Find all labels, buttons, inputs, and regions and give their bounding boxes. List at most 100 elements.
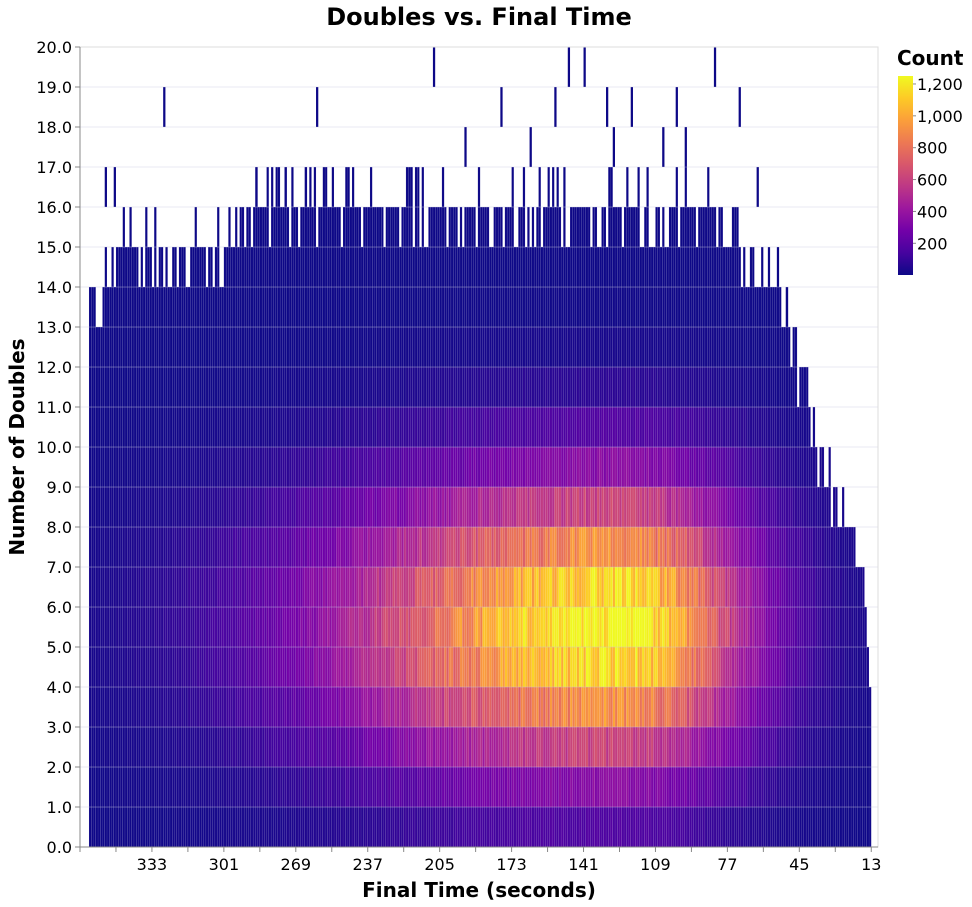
heat-cell	[180, 406, 184, 448]
heat-cell	[313, 766, 317, 808]
heat-cell	[563, 806, 566, 848]
heat-cell	[509, 646, 512, 688]
heat-cell	[124, 606, 128, 648]
heat-cell	[459, 406, 463, 448]
heat-cell	[473, 406, 476, 448]
heat-cell	[291, 766, 294, 808]
heat-cell	[259, 606, 263, 648]
heat-cell	[306, 726, 310, 768]
heat-cell	[664, 646, 667, 688]
heat-cell	[518, 526, 521, 568]
heat-cell	[120, 806, 123, 848]
heat-cell	[376, 646, 380, 688]
heat-cell	[619, 726, 622, 768]
heat-cell	[142, 606, 146, 648]
heat-cell	[488, 566, 492, 608]
heat-cell	[506, 326, 510, 368]
heat-cell	[799, 486, 802, 528]
heat-cell	[367, 766, 371, 808]
heat-cell	[518, 646, 521, 688]
heat-cell	[340, 566, 344, 608]
heat-cell	[506, 686, 510, 728]
heat-cell	[416, 406, 420, 448]
heat-cell	[322, 446, 326, 488]
heat-cell	[302, 646, 305, 688]
heat-cell	[286, 646, 290, 688]
heat-cell	[187, 566, 191, 608]
heat-cell	[367, 486, 371, 528]
heat-cell	[628, 486, 631, 528]
heat-cell	[171, 286, 175, 328]
heat-cell	[459, 526, 463, 568]
heat-cell	[718, 606, 721, 648]
heat-cell	[740, 566, 744, 608]
heat-cell	[729, 766, 733, 808]
heat-cell	[461, 286, 465, 328]
heat-cell	[565, 286, 568, 328]
heat-cell	[695, 326, 699, 368]
heat-cell	[713, 526, 717, 568]
heat-cell	[596, 566, 600, 608]
heat-cell	[572, 246, 575, 288]
heat-cell	[385, 326, 389, 368]
heat-cell	[796, 526, 800, 568]
heat-cell	[419, 286, 422, 328]
heat-cell	[135, 246, 139, 288]
heat-cell	[466, 326, 470, 368]
heat-cell	[448, 326, 452, 368]
heat-cell	[803, 566, 807, 608]
heat-cell	[149, 326, 153, 368]
heat-cell	[322, 566, 326, 608]
heat-cell	[484, 286, 488, 328]
heat-cell	[808, 446, 811, 488]
heat-cell	[783, 406, 787, 448]
heat-cell	[138, 446, 141, 488]
heat-cell	[459, 806, 463, 848]
heat-cell	[641, 566, 645, 608]
heat-cell	[823, 806, 827, 848]
heat-cell	[151, 486, 155, 528]
heat-cell	[383, 366, 386, 408]
heat-cell	[646, 366, 649, 408]
heat-cell	[848, 686, 852, 728]
heat-cell	[830, 566, 834, 608]
heat-cell	[862, 686, 865, 728]
heat-cell	[322, 806, 326, 848]
heat-cell	[819, 806, 822, 848]
heat-cell	[432, 326, 436, 368]
heat-cell	[850, 686, 854, 728]
heat-cell	[603, 246, 607, 288]
heat-cell	[715, 246, 719, 288]
heat-cell	[756, 766, 760, 808]
heat-cell	[686, 606, 690, 648]
heat-cell	[596, 726, 600, 768]
heat-cell	[736, 566, 739, 608]
heat-cell	[713, 446, 717, 488]
heat-cell	[360, 806, 364, 848]
heat-cell	[414, 526, 418, 568]
heat-cell	[668, 366, 672, 408]
heat-cell	[794, 766, 798, 808]
heat-cell	[342, 646, 346, 688]
heat-cell	[201, 246, 204, 288]
heat-cell	[333, 246, 337, 288]
heat-cell	[821, 566, 825, 608]
heat-cell	[381, 246, 384, 288]
heat-cell	[835, 726, 838, 768]
heat-cell	[369, 526, 373, 568]
heat-cell	[659, 726, 663, 768]
heat-cell	[194, 566, 198, 608]
heat-cell	[688, 646, 692, 688]
heat-cell	[387, 486, 391, 528]
heat-cell	[239, 566, 243, 608]
heat-cell	[727, 486, 730, 528]
heat-cell	[363, 326, 366, 368]
heat-cell	[322, 246, 326, 288]
heat-cell	[733, 766, 737, 808]
heat-cell	[506, 206, 510, 248]
heat-cell	[504, 566, 508, 608]
heat-cell	[612, 366, 616, 408]
heat-cell	[120, 726, 123, 768]
heat-cell	[482, 486, 485, 528]
heat-cell	[506, 406, 510, 448]
